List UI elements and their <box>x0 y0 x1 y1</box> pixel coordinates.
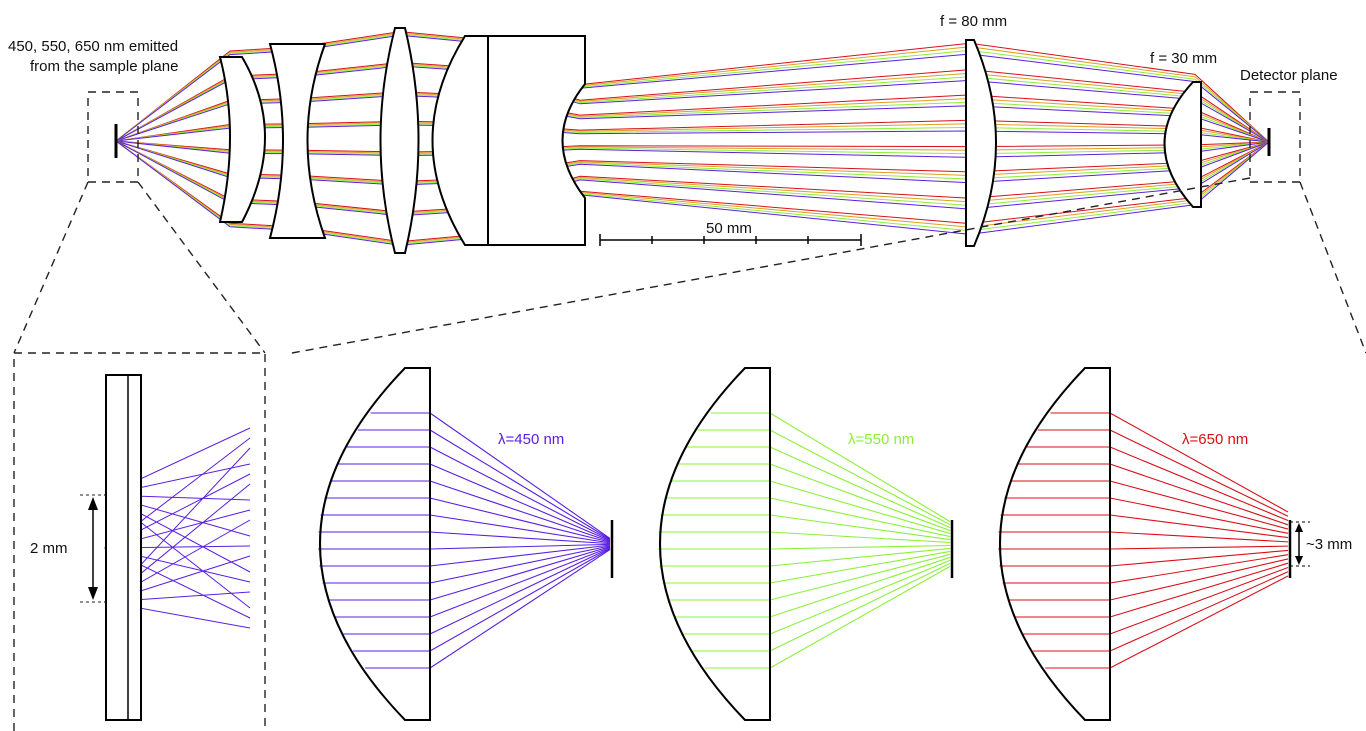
wavelength-panels <box>318 367 1292 721</box>
wl2-lens <box>999 367 1111 721</box>
wl0-ray-out-12 <box>429 546 611 618</box>
scale-bar: 50 mm <box>599 220 862 246</box>
wl1-ray-out-11 <box>769 553 951 601</box>
wl2-ray-out-2 <box>1109 446 1289 522</box>
wl2-ray-out-9 <box>1109 549 1289 567</box>
wl1-lens <box>659 367 771 721</box>
wl0-lens <box>319 367 431 721</box>
wl2-ray-out-12 <box>1109 562 1289 618</box>
f80-label: f = 80 mm <box>940 13 1007 30</box>
wl2-ray-out-4 <box>1109 480 1289 530</box>
lens-meniscus-2 <box>268 43 327 239</box>
wl2-ray-out-10 <box>1109 554 1289 584</box>
wl2-ray-out-8 <box>1109 545 1289 550</box>
wl0-ray-out-10 <box>429 545 611 584</box>
sample-slide <box>105 374 142 721</box>
wl0-ray-out-1 <box>429 429 611 540</box>
wl0-ray-out-3 <box>429 463 611 542</box>
sample-spacing-label: 2 mm <box>30 540 68 557</box>
wl1-ray-out-13 <box>769 559 951 635</box>
wl0-ray-out-8 <box>429 543 611 550</box>
wl0-ray-out-15 <box>429 549 611 669</box>
wl0-ray-out-14 <box>429 548 611 652</box>
wl2-ray-out-11 <box>1109 558 1289 601</box>
wl2-ray-out-7 <box>1109 531 1289 543</box>
wl2-ray-out-15 <box>1109 575 1289 669</box>
wl0-ray-out-0 <box>429 412 611 539</box>
wl1-ray-out-12 <box>769 556 951 618</box>
sample-zoom-panel <box>13 352 266 731</box>
zoom-connectors <box>13 177 1366 354</box>
lens-meniscus-1 <box>218 56 266 223</box>
lens-doublet-front <box>431 35 489 246</box>
lens-biconvex <box>379 27 420 254</box>
wl0-ray-out-7 <box>429 531 611 545</box>
source-label-line2: from the sample plane <box>30 58 178 75</box>
f30-label: f = 30 mm <box>1150 50 1217 67</box>
wl2-ray-out-6 <box>1109 514 1289 539</box>
wl0-ray-out-9 <box>429 544 611 567</box>
wl1-ray-out-1 <box>769 429 951 526</box>
top-lenses <box>218 27 1202 254</box>
wl1-ray-out-6 <box>769 514 951 541</box>
wl1-ray-out-15 <box>769 565 951 669</box>
wl2-ray-out-14 <box>1109 571 1289 652</box>
wl2-ray-out-3 <box>1109 463 1289 526</box>
wl1-ray-out-14 <box>769 562 951 652</box>
wl1-ray-out-7 <box>769 531 951 544</box>
wl2-ray-out-0 <box>1109 412 1289 513</box>
wl1-ray-out-4 <box>769 480 951 535</box>
wl0-ray-out-4 <box>429 480 611 542</box>
wl1-ray-out-3 <box>769 463 951 532</box>
lens-block <box>487 35 586 246</box>
sample-zoom-box <box>87 91 139 183</box>
wl1-ray-out-5 <box>769 497 951 538</box>
source-label-line1: 450, 550, 650 nm emitted <box>8 38 178 55</box>
wl2-ray-out-1 <box>1109 429 1289 517</box>
wl2-ray-out-5 <box>1109 497 1289 534</box>
sample-spacing-arrow <box>80 494 106 603</box>
wl1-ray-out-8 <box>769 544 951 550</box>
wavelength-label-650: λ=650 nm <box>1182 431 1248 448</box>
spot-size-arrow <box>1290 521 1310 567</box>
wavelength-label-550: λ=550 nm <box>848 431 914 448</box>
wl1-ray-out-2 <box>769 446 951 529</box>
lens-f30 <box>1163 81 1202 208</box>
spot-size-label: ~3 mm <box>1306 536 1352 553</box>
wl0-ray-out-13 <box>429 547 611 635</box>
detector-plane-label: Detector plane <box>1240 67 1338 84</box>
wavelength-label-450: λ=450 nm <box>498 431 564 448</box>
wl2-ray-out-13 <box>1109 566 1289 635</box>
wl0-ray-out-11 <box>429 546 611 601</box>
lens-f80 <box>965 39 997 247</box>
wl0-ray-out-5 <box>429 497 611 543</box>
wl1-ray-out-9 <box>769 547 951 567</box>
wl0-ray-out-6 <box>429 514 611 544</box>
wl1-ray-out-10 <box>769 550 951 584</box>
wl1-ray-out-0 <box>769 412 951 523</box>
scale-bar-label: 50 mm <box>706 220 752 237</box>
wl0-ray-out-2 <box>429 446 611 541</box>
